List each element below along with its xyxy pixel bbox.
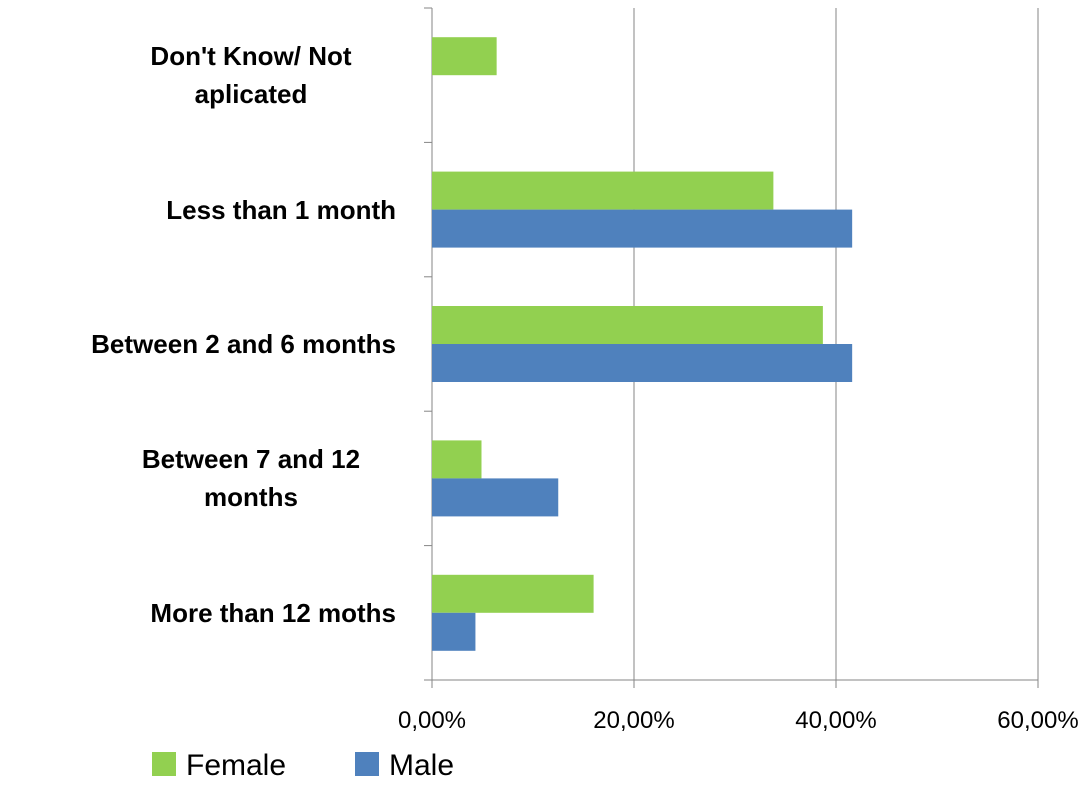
bar [432,209,853,248]
y-tick-label: More than 12 moths [150,594,396,632]
bar [432,612,476,651]
category-text: Between 2 and 6 months [91,329,396,359]
y-tick-label: Between 2 and 6 months [91,325,396,363]
legend-swatch [355,752,379,776]
bar [432,574,594,613]
bar [432,440,482,479]
y-tick-label: Less than 1 month [166,191,396,229]
bar [432,344,853,382]
y-tick-label: Don't Know/ Not aplicated [106,37,396,113]
bar [432,478,559,517]
legend-label: Male [389,749,454,782]
category-text: Less than 1 month [166,194,396,225]
x-tick-label: 0,00% [398,707,466,734]
x-tick-label: 60,00% [997,707,1078,734]
legend-swatch [152,752,176,776]
category-text: Between 7 and 12 months [141,444,361,513]
x-tick-label: 40,00% [795,707,876,734]
bar [432,171,774,210]
bar [432,306,823,344]
y-tick-label: Between 7 and 12 months [106,440,396,516]
category-text: Don't Know/ Not aplicated [150,41,352,110]
bar [432,37,497,76]
legend-label: Female [186,749,286,782]
x-tick-label: 20,00% [593,707,674,734]
category-text: More than 12 moths [150,597,396,628]
